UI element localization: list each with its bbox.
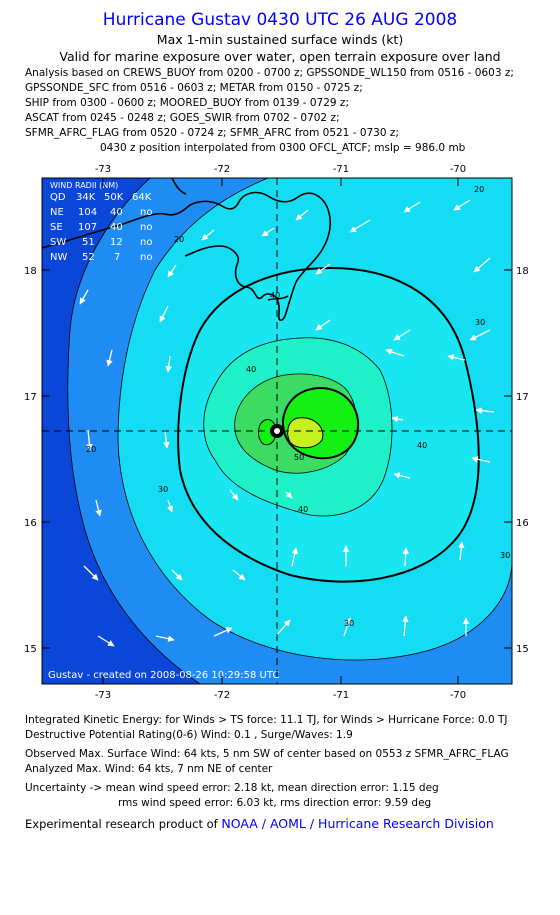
svg-text:NW: NW xyxy=(50,252,67,263)
analysis-line-5: SFMR_AFRC_FLAG from 0520 - 0724 z; SFMR_… xyxy=(25,127,399,139)
hrd-link[interactable]: NOAA / AOML / Hurricane Research Divisio… xyxy=(221,816,494,831)
analysis-line-4: ASCAT from 0245 - 0248 z; GOES_SWIR from… xyxy=(25,112,340,124)
svg-text:20: 20 xyxy=(174,235,184,244)
contour-60kt-west xyxy=(257,419,277,446)
map-credit: Gustav - created on 2008-08-26 10:29:58 … xyxy=(48,670,279,681)
svg-text:-70: -70 xyxy=(450,164,466,175)
svg-text:34K: 34K xyxy=(76,192,96,203)
svg-text:-73: -73 xyxy=(95,164,111,175)
svg-text:40: 40 xyxy=(110,207,123,218)
svg-text:17: 17 xyxy=(24,392,37,403)
svg-text:18: 18 xyxy=(24,266,37,277)
analysis-line-1: Analysis based on CREWS_BUOY from 0200 -… xyxy=(25,67,514,79)
analysis-line-2: GPSSONDE_SFC from 0516 - 0603 z; METAR f… xyxy=(25,82,363,94)
product-credit: Experimental research product of NOAA / … xyxy=(25,816,494,831)
storm-center-symbol xyxy=(270,424,284,438)
map-ticks xyxy=(42,178,512,684)
wind-vector-layer xyxy=(79,199,495,647)
dpr-line: Destructive Potential Rating(0-6) Wind: … xyxy=(25,729,353,741)
svg-text:-70: -70 xyxy=(450,690,466,700)
svg-text:30: 30 xyxy=(475,318,485,327)
map-subtitle-exposure: Valid for marine exposure over water, op… xyxy=(59,49,501,64)
svg-text:30: 30 xyxy=(158,485,168,494)
svg-text:107: 107 xyxy=(78,222,97,233)
svg-text:64K: 64K xyxy=(132,192,152,203)
map-subtitle-winds: Max 1-min sustained surface winds (kt) xyxy=(156,32,404,47)
svg-text:30: 30 xyxy=(344,619,354,628)
map-title: Hurricane Gustav 0430 UTC 26 AUG 2008 xyxy=(102,10,458,30)
svg-text:7: 7 xyxy=(114,252,120,263)
svg-text:-72: -72 xyxy=(214,690,230,700)
uncertainty-line-1: Uncertainty -> mean wind speed error: 2.… xyxy=(25,782,439,794)
svg-text:20: 20 xyxy=(474,185,484,194)
contour-64kt xyxy=(287,417,324,449)
coastline-hispaniola xyxy=(42,178,332,322)
ike-line: Integrated Kinetic Energy: for Winds > T… xyxy=(25,714,508,726)
svg-text:15: 15 xyxy=(24,644,37,655)
svg-text:50K: 50K xyxy=(104,192,124,203)
svg-text:104: 104 xyxy=(78,207,97,218)
svg-text:40: 40 xyxy=(417,441,427,450)
svg-text:NE: NE xyxy=(50,207,64,218)
svg-text:12: 12 xyxy=(110,237,123,248)
svg-text:40: 40 xyxy=(270,291,280,300)
contour-labels: 20 20 20 30 30 30 30 40 40 40 40 50 xyxy=(86,185,510,628)
analysis-line-6: 0430 z position interpolated from 0300 O… xyxy=(100,142,466,154)
uncertainty-line-2: rms wind speed error: 6.03 kt, rms direc… xyxy=(118,797,432,809)
wind-radii-table: WIND RADII (NM) QD 34K 50K 64K NE 104 40… xyxy=(50,181,152,263)
svg-text:51: 51 xyxy=(82,237,95,248)
svg-text:20: 20 xyxy=(86,445,96,454)
svg-text:no: no xyxy=(140,237,152,248)
wind-field-map: 20 20 20 30 30 30 30 40 40 40 40 50 WIND… xyxy=(24,164,529,700)
observed-max-line: Observed Max. Surface Wind: 64 kts, 5 nm… xyxy=(25,748,509,760)
svg-text:no: no xyxy=(140,252,152,263)
lon-tick-labels: -73 -72 -71 -70 -73 -72 -71 -70 xyxy=(95,164,466,700)
svg-text:-73: -73 xyxy=(95,690,111,700)
lat-tick-labels: 18 17 16 15 18 17 16 15 xyxy=(24,266,529,655)
svg-text:50: 50 xyxy=(294,453,304,462)
svg-text:SE: SE xyxy=(50,222,63,233)
svg-text:-72: -72 xyxy=(214,164,230,175)
svg-text:30: 30 xyxy=(500,551,510,560)
svg-text:WIND RADII (NM): WIND RADII (NM) xyxy=(50,181,118,190)
svg-text:18: 18 xyxy=(516,266,529,277)
svg-text:SW: SW xyxy=(50,237,66,248)
svg-text:no: no xyxy=(140,207,152,218)
svg-text:15: 15 xyxy=(516,644,529,655)
svg-text:52: 52 xyxy=(82,252,95,263)
svg-text:QD: QD xyxy=(50,192,66,203)
analysis-line-3: SHIP from 0300 - 0600 z; MOORED_BUOY fro… xyxy=(25,97,349,109)
svg-text:40: 40 xyxy=(298,505,308,514)
svg-text:17: 17 xyxy=(516,392,529,403)
svg-text:no: no xyxy=(140,222,152,233)
svg-text:16: 16 xyxy=(516,518,529,529)
svg-text:-71: -71 xyxy=(333,164,349,175)
svg-text:40: 40 xyxy=(110,222,123,233)
svg-text:-71: -71 xyxy=(333,690,349,700)
product-credit-prefix: Experimental research product of xyxy=(25,817,218,831)
svg-text:40: 40 xyxy=(246,365,256,374)
map-frame xyxy=(41,177,513,685)
analyzed-max-line: Analyzed Max. Wind: 64 kts, 7 nm NE of c… xyxy=(25,763,273,775)
svg-text:16: 16 xyxy=(24,518,37,529)
